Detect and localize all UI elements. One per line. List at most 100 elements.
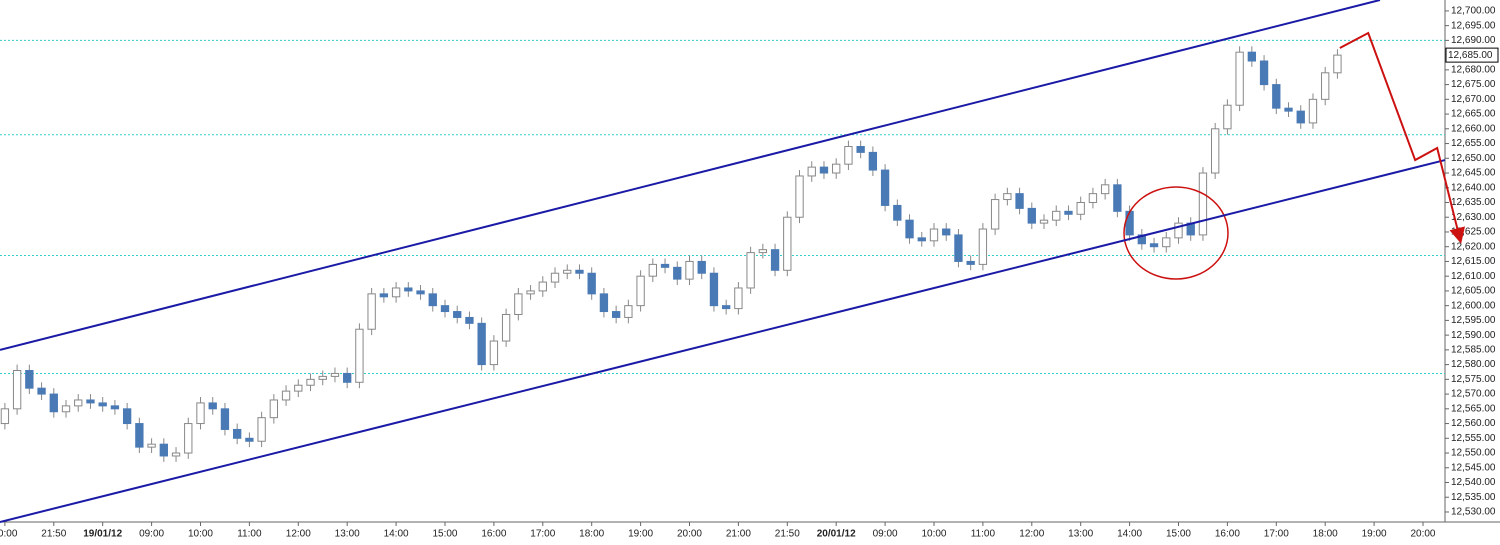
candle-body bbox=[61, 405, 71, 413]
y-tick-label: 12,565.00 bbox=[1451, 403, 1496, 414]
candle-body bbox=[538, 281, 547, 292]
x-tick-label: 12:00 bbox=[1019, 529, 1044, 540]
y-tick-label: 12,545.00 bbox=[1451, 462, 1496, 473]
x-tick-label: 19/01/12 bbox=[83, 529, 122, 540]
candle-body bbox=[722, 305, 731, 310]
x-tick-label: 19:00 bbox=[628, 529, 653, 540]
candle-body bbox=[1064, 210, 1073, 215]
candle-body bbox=[868, 151, 878, 171]
x-tick-label: 17:00 bbox=[530, 529, 555, 540]
candle-body bbox=[709, 272, 719, 307]
candle-body bbox=[514, 293, 523, 315]
candle-body bbox=[367, 293, 376, 330]
candle-body bbox=[257, 417, 266, 442]
candle-body bbox=[12, 369, 22, 410]
x-tick-label: 13:00 bbox=[335, 529, 360, 540]
y-tick-label: 12,610.00 bbox=[1451, 271, 1496, 282]
y-tick-label: 12,680.00 bbox=[1451, 64, 1496, 75]
candle-body bbox=[428, 293, 437, 307]
x-tick-label: 21:50 bbox=[41, 529, 66, 540]
x-tick-label: 18:00 bbox=[1313, 529, 1338, 540]
candle-body bbox=[954, 234, 963, 262]
y-tick-label: 12,690.00 bbox=[1451, 35, 1496, 46]
y-tick-label: 12,590.00 bbox=[1451, 330, 1496, 341]
y-tick-label: 12,595.00 bbox=[1451, 315, 1496, 326]
candle-body bbox=[1027, 207, 1036, 224]
candle-body bbox=[74, 399, 83, 407]
candle-body bbox=[1296, 110, 1305, 124]
x-tick-label: 15:00 bbox=[432, 529, 457, 540]
x-tick-label: 13:00 bbox=[1068, 529, 1093, 540]
candle-body bbox=[1223, 104, 1232, 130]
y-tick-label: 12,670.00 bbox=[1451, 94, 1496, 105]
candle-body bbox=[269, 399, 279, 419]
candle-body bbox=[978, 228, 988, 265]
y-tick-label: 12,605.00 bbox=[1451, 286, 1496, 297]
candle-body bbox=[648, 263, 657, 277]
candle-body bbox=[905, 219, 914, 239]
channel-line bbox=[0, 0, 1381, 351]
candle-body bbox=[660, 263, 670, 268]
y-tick-label: 12,645.00 bbox=[1451, 168, 1496, 179]
x-tick-label: 19:00 bbox=[1362, 529, 1387, 540]
channel-line bbox=[0, 159, 1446, 523]
candle-body bbox=[624, 305, 633, 318]
x-tick-label: 11:00 bbox=[971, 529, 996, 540]
candle-body bbox=[1284, 107, 1293, 112]
candle-body bbox=[453, 311, 462, 318]
candle-body bbox=[86, 399, 95, 404]
candle-body bbox=[526, 290, 535, 295]
candle-body bbox=[795, 175, 804, 218]
candle-body bbox=[318, 375, 327, 380]
y-tick-label: 12,655.00 bbox=[1451, 138, 1496, 149]
candle-body bbox=[783, 216, 792, 271]
candle-body bbox=[1162, 237, 1171, 248]
candle-body bbox=[220, 408, 230, 430]
y-tick-label: 12,580.00 bbox=[1451, 359, 1496, 370]
candle-body bbox=[306, 378, 315, 386]
y-tick-label: 12,620.00 bbox=[1451, 241, 1496, 252]
candle-body bbox=[1149, 243, 1159, 248]
candle-body bbox=[330, 372, 340, 377]
y-tick-label: 12,630.00 bbox=[1451, 212, 1496, 223]
candle-body bbox=[98, 402, 107, 407]
candle-body bbox=[1174, 222, 1183, 239]
candle-body bbox=[184, 423, 193, 454]
x-tick-label: 10:00 bbox=[921, 529, 946, 540]
y-tick-label: 12,600.00 bbox=[1451, 300, 1496, 311]
candle-body bbox=[501, 313, 511, 342]
x-tick-label: 15:00 bbox=[1166, 529, 1191, 540]
highlight-circle bbox=[1123, 186, 1229, 280]
candle-body bbox=[893, 204, 902, 221]
y-tick-label: 12,585.00 bbox=[1451, 345, 1496, 356]
candle-body bbox=[122, 408, 132, 425]
y-tick-label: 12,615.00 bbox=[1451, 256, 1496, 267]
candle-body bbox=[856, 145, 865, 153]
candle-body bbox=[1100, 184, 1110, 195]
y-tick-label: 12,700.00 bbox=[1451, 6, 1496, 17]
candle-body bbox=[1088, 193, 1098, 203]
candle-body bbox=[1198, 172, 1208, 236]
candle-body bbox=[135, 423, 144, 448]
candle-body bbox=[1039, 219, 1049, 224]
candle-body bbox=[587, 272, 596, 295]
candle-body bbox=[770, 249, 780, 271]
candle-body bbox=[391, 287, 401, 298]
candle-body bbox=[929, 228, 939, 242]
y-tick-label: 12,675.00 bbox=[1451, 79, 1496, 90]
candle-body bbox=[37, 387, 46, 395]
candle-body bbox=[0, 408, 10, 425]
candle-body bbox=[489, 340, 499, 366]
projection-arrow bbox=[1339, 31, 1466, 244]
candle-body bbox=[171, 452, 181, 457]
y-tick-label: 12,635.00 bbox=[1451, 197, 1496, 208]
candle-body bbox=[611, 311, 621, 318]
candle-body bbox=[550, 272, 560, 283]
x-tick-label: 12:00 bbox=[286, 529, 311, 540]
candle-body bbox=[25, 369, 34, 389]
candle-body bbox=[1333, 54, 1342, 74]
candle-body bbox=[465, 316, 474, 324]
plot-area bbox=[0, 0, 1445, 522]
candle-body bbox=[196, 402, 205, 425]
